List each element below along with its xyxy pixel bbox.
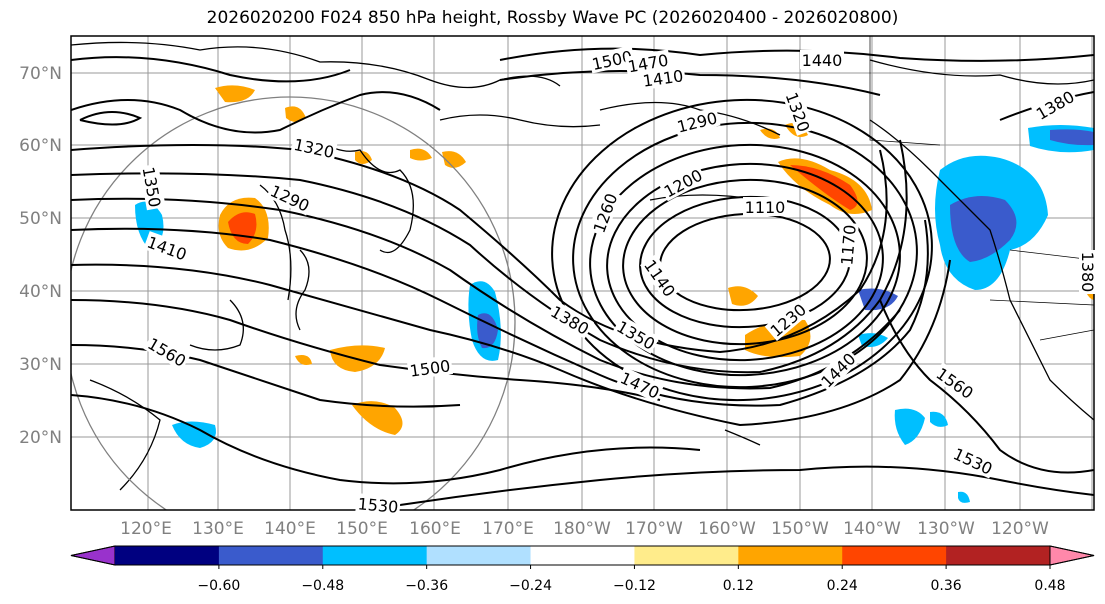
height-contours [71,47,1094,506]
svg-text:1110: 1110 [745,198,786,217]
negative-anomaly-core [477,313,498,349]
longitude-label: 150°E [336,519,388,539]
colorbar-tick-label: −0.60 [197,578,240,594]
positive-anomaly-shading [215,85,255,103]
positive-anomaly-shading [285,106,306,122]
map-title: 2026020200 F024 850 hPa height, Rossby W… [206,8,899,28]
longitude-label: 150°W [771,519,829,539]
colorbar-tick-labels: −0.60 −0.48 −0.36 −0.24 −0.12 0.12 0.24 0.36 0.4… [197,565,1066,594]
longitude-label: 120°W [991,519,1049,539]
longitude-label: 120°E [120,519,172,539]
longitude-label: 160°W [698,519,756,539]
longitude-label: 140°W [843,519,901,539]
contour-label: 1530 [355,493,401,517]
positive-anomaly-shading [295,355,312,365]
negative-anomaly-shading [958,491,970,503]
svg-text:1380: 1380 [1078,252,1097,293]
gridlines [71,36,1094,510]
contour-label: 1110 [743,197,787,217]
positive-anomaly-shading [442,151,466,168]
colorbar-tick-label: 0.36 [931,578,962,594]
negative-anomaly-shading [172,421,216,448]
negative-anomaly-core [950,196,1017,262]
latitude-label: 50°N [19,209,62,229]
svg-text:1440: 1440 [802,51,843,70]
contour-label: 1320 [290,133,338,162]
colorbar-tick-label: −0.12 [613,578,656,594]
latitude-label: 20°N [19,428,62,448]
colorbar-segment [115,546,220,565]
latitude-labels: 70°N 60°N 50°N 40°N 30°N 20°N [19,64,62,448]
latitude-label: 40°N [19,282,62,302]
colorbar-tick-label: 0.48 [1034,578,1065,594]
longitude-label: 130°W [917,519,975,539]
colorbar-tick-label: 0.24 [827,578,858,594]
contour-label: 1440 [800,50,844,70]
colorbar-segment [322,546,428,565]
svg-text:1530: 1530 [357,494,399,516]
colorbar-tick-label: −0.36 [405,578,448,594]
positive-anomaly-shading [352,401,403,435]
negative-anomaly-shading [930,411,948,427]
colorbar-segment [738,546,843,565]
range-ring [71,96,516,510]
colorbar-tick-label: −0.48 [301,578,344,594]
colorbar [70,545,1095,566]
longitude-label: 180°W [553,519,611,539]
colorbar-tick-label: 0.12 [723,578,754,594]
positive-anomaly-shading [760,128,780,139]
contour-label: 1380 [1078,250,1098,294]
colorbar-segment [530,546,635,565]
longitude-label: 170°W [625,519,683,539]
latitude-label: 60°N [19,136,62,156]
colorbar-tick-label: −0.24 [509,578,552,594]
contour-label: 1170 [836,222,860,268]
longitude-label: 170°E [482,519,534,539]
colorbar-segment [634,546,739,565]
svg-text:1170: 1170 [837,224,859,266]
longitude-label: 140°E [264,519,316,539]
colorbar-segment [842,546,947,565]
longitude-labels: 120°E 130°E 140°E 150°E 160°E 170°E 180°W 170°W… [120,519,1049,539]
colorbar-extend-low [70,545,116,566]
colorbar-extend-high [1049,545,1095,566]
negative-anomaly-core [1050,129,1094,146]
contour-label: 1500 [588,45,636,74]
latitude-label: 30°N [19,355,62,375]
colorbar-segment [946,546,1051,565]
negative-anomaly-shading [894,408,925,445]
colorbar-segment [426,546,532,565]
latitude-label: 70°N [19,64,62,84]
positive-anomaly-core [790,165,858,210]
colorbar-segment [218,546,324,565]
positive-anomaly-shading [728,286,758,306]
positive-anomaly-shading [410,148,432,161]
longitude-label: 130°E [192,519,244,539]
longitude-label: 160°E [409,519,461,539]
